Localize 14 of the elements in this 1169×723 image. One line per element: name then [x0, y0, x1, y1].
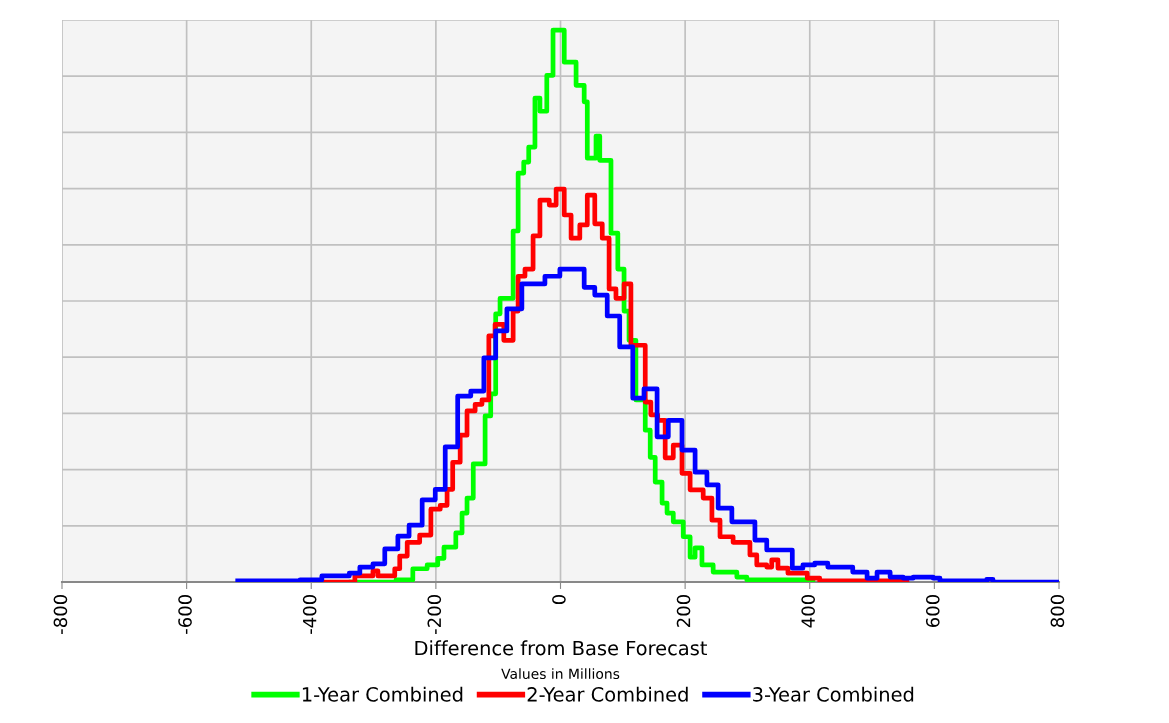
- x-tick-label: -400: [302, 595, 317, 634]
- x-axis-title: Difference from Base Forecast: [415, 640, 707, 656]
- text: Values in Millions: [501, 668, 620, 680]
- x-tick-label: -600: [178, 595, 192, 634]
- x-tick-label: 200: [676, 595, 691, 627]
- x-tick-label: 0: [552, 595, 566, 605]
- x-tick-label: -800: [53, 595, 68, 634]
- x-tick-label: 400: [801, 595, 815, 628]
- legend-label: 1-Year Combined: [302, 686, 463, 702]
- x-tick-label: -200: [427, 595, 442, 634]
- legend-label: 3-Year Combined: [753, 686, 914, 702]
- x-tick-label: 800: [1050, 595, 1065, 628]
- x-tick-label: 600: [925, 595, 940, 628]
- legend-label: 2-Year Combined: [527, 686, 688, 702]
